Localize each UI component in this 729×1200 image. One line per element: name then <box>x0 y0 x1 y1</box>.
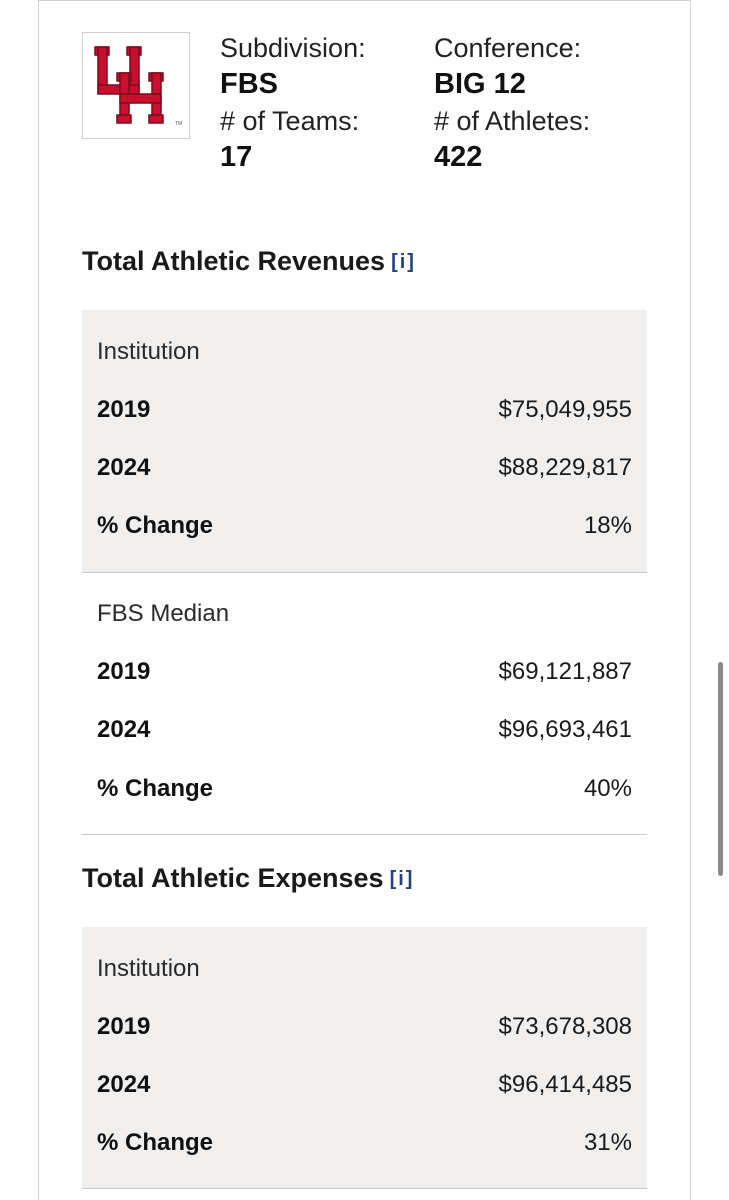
row-value: 31% <box>583 1129 632 1156</box>
row-label: % Change <box>97 1129 214 1156</box>
revenues-institution-block: Institution 2019 $75,049,955 2024 $88,22… <box>82 310 647 573</box>
teams-label: # of Teams: <box>220 106 360 136</box>
meta-column-left: Subdivision: FBS # of Teams: 17 <box>220 30 366 176</box>
expenses-title-text: Total Athletic Expenses <box>82 863 384 893</box>
row-value: $75,049,955 <box>498 396 632 423</box>
subdivision-value: FBS <box>220 68 278 100</box>
table-row: 2019 $75,049,955 <box>97 395 632 425</box>
expenses-institution-block: Institution 2019 $73,678,308 2024 $96,41… <box>82 927 647 1189</box>
meta-column-right: Conference: BIG 12 # of Athletes: 422 <box>434 30 590 176</box>
row-label: % Change <box>97 512 214 539</box>
table-row: 2024 $88,229,817 <box>97 453 632 483</box>
frame-top-border <box>38 0 691 1</box>
revenues-median-block: FBS Median 2019 $69,121,887 2024 $96,693… <box>82 573 647 835</box>
svg-text:TM: TM <box>175 121 182 127</box>
row-value: 18% <box>583 512 632 539</box>
athletes-value: 422 <box>434 141 483 173</box>
row-label: % Change <box>97 775 214 802</box>
table-row: % Change 31% <box>97 1128 632 1158</box>
row-value: $88,229,817 <box>498 454 632 481</box>
row-label: 2024 <box>97 716 151 743</box>
expenses-info-link[interactable]: [i] <box>389 868 415 890</box>
row-value: $96,414,485 <box>498 1071 632 1098</box>
revenues-title-text: Total Athletic Revenues <box>82 246 386 276</box>
row-value: $73,678,308 <box>498 1013 632 1040</box>
row-label: 2019 <box>97 658 151 685</box>
athletes-label: # of Athletes: <box>434 106 591 136</box>
row-value: $96,693,461 <box>498 716 632 743</box>
conference-value: BIG 12 <box>434 68 526 100</box>
block-header: Institution <box>97 338 200 365</box>
row-value: 40% <box>583 775 632 802</box>
table-row: % Change 40% <box>97 774 632 804</box>
block-header: Institution <box>97 955 200 982</box>
revenues-title: Total Athletic Revenues [i] <box>82 246 416 277</box>
row-label: 2024 <box>97 454 151 481</box>
table-row: 2019 $69,121,887 <box>97 657 632 687</box>
university-logo: TM <box>82 32 190 139</box>
frame-left-border <box>38 0 39 1200</box>
teams-value: 17 <box>220 141 253 173</box>
table-row: 2024 $96,414,485 <box>97 1070 632 1100</box>
block-header: FBS Median <box>97 600 230 627</box>
revenues-info-link[interactable]: [i] <box>391 251 416 273</box>
scrollbar-thumb[interactable] <box>718 662 723 876</box>
row-label: 2019 <box>97 396 151 423</box>
expenses-title: Total Athletic Expenses [i] <box>82 863 414 894</box>
row-label: 2019 <box>97 1013 151 1040</box>
frame-right-border <box>690 0 691 1200</box>
subdivision-label: Subdivision: <box>220 33 366 63</box>
conference-label: Conference: <box>434 33 582 63</box>
table-row: % Change 18% <box>97 511 632 541</box>
row-value: $69,121,887 <box>498 658 632 685</box>
table-row: 2024 $96,693,461 <box>97 715 632 745</box>
table-row: 2019 $73,678,308 <box>97 1012 632 1042</box>
uh-logo-icon: TM <box>94 46 182 127</box>
row-label: 2024 <box>97 1071 151 1098</box>
